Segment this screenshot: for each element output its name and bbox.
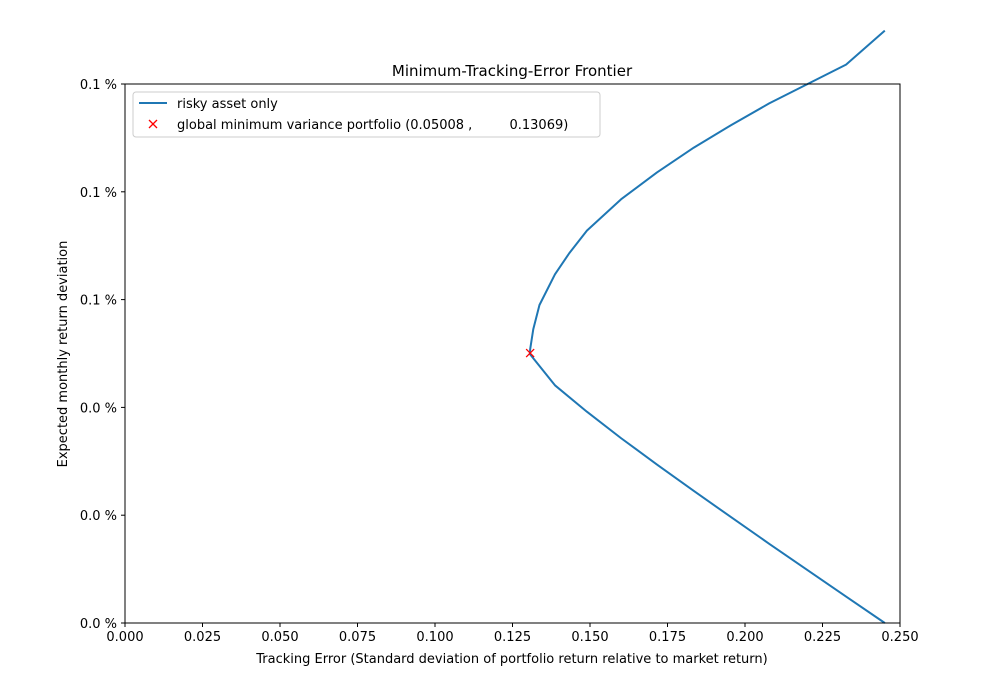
plot-area bbox=[525, 29, 886, 624]
gmv-marker bbox=[525, 348, 535, 358]
y-tick-label: 0.0 % bbox=[80, 617, 117, 632]
series-line-0 bbox=[528, 29, 886, 624]
x-tick-label: 0.175 bbox=[649, 630, 686, 645]
y-tick-label: 0.0 % bbox=[80, 401, 117, 416]
x-tick-label: 0.250 bbox=[881, 630, 918, 645]
x-tick-label: 0.000 bbox=[106, 630, 143, 645]
y-tick-label: 0.1 % bbox=[80, 78, 117, 93]
y-tick-label: 0.1 % bbox=[80, 294, 117, 309]
x-tick-label: 0.225 bbox=[804, 630, 841, 645]
x-tick-label: 0.100 bbox=[416, 630, 453, 645]
marker-stroke bbox=[148, 119, 158, 129]
x-axis-label: Tracking Error (Standard deviation of po… bbox=[255, 652, 767, 667]
chart-title: Minimum-Tracking-Error Frontier bbox=[392, 62, 633, 80]
legend-label: risky asset only bbox=[177, 97, 278, 112]
y-axis-label: Expected monthly return deviation bbox=[56, 241, 71, 468]
x-tick-label: 0.150 bbox=[571, 630, 608, 645]
marker-stroke bbox=[525, 348, 535, 358]
legend-label: global minimum variance portfolio (0.050… bbox=[177, 118, 568, 133]
legend: risky asset only global minimum variance … bbox=[132, 91, 601, 138]
axes: 0.000 0.025 0.050 0.075 0.100 0.125 0.150 0.175… bbox=[80, 78, 919, 645]
x-tick-label: 0.075 bbox=[339, 630, 376, 645]
x-tick-label: 0.025 bbox=[184, 630, 221, 645]
y-tick-label: 0.0 % bbox=[80, 509, 117, 524]
x-tick-label: 0.125 bbox=[494, 630, 531, 645]
legend-marker-swatch bbox=[148, 119, 158, 129]
x-tick-label: 0.200 bbox=[726, 630, 763, 645]
x-tick-label: 0.050 bbox=[261, 630, 298, 645]
y-tick-label: 0.1 % bbox=[80, 186, 117, 201]
legend-box bbox=[132, 91, 601, 138]
